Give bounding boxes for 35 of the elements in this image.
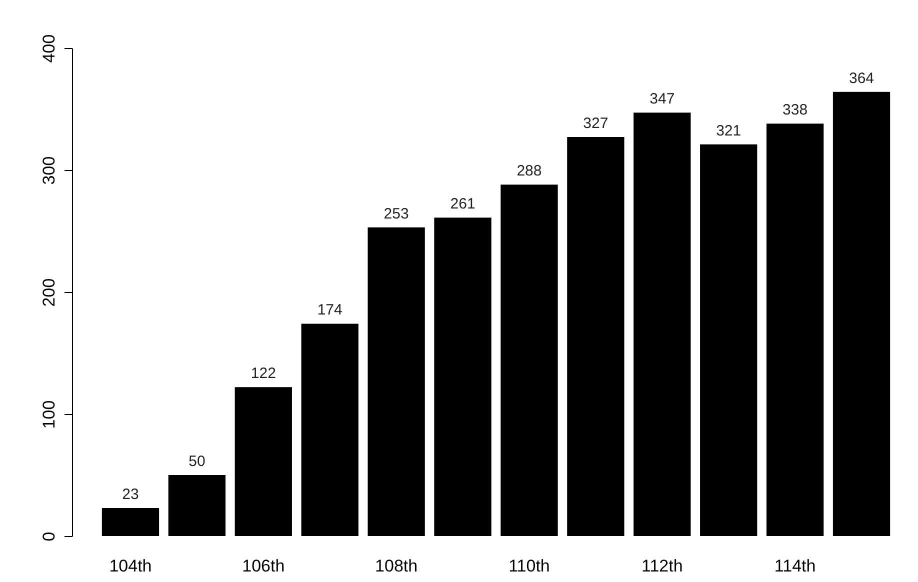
bar bbox=[634, 112, 691, 536]
y-tick-label: 300 bbox=[40, 156, 58, 185]
y-tick-label: 0 bbox=[40, 532, 58, 542]
bar bbox=[832, 92, 890, 536]
data-label: 122 bbox=[250, 365, 276, 382]
x-tick-label: 112th bbox=[642, 556, 683, 576]
bar bbox=[766, 124, 824, 536]
x-tick-label: 114th bbox=[774, 556, 816, 576]
x-tick-label: 106th bbox=[242, 556, 285, 576]
data-label: 261 bbox=[450, 196, 476, 213]
data-label: 23 bbox=[122, 486, 139, 503]
y-tick-label: 400 bbox=[40, 34, 58, 63]
data-label: 338 bbox=[782, 102, 808, 119]
bar bbox=[234, 387, 292, 536]
bar bbox=[500, 184, 558, 536]
y-tick-label: 100 bbox=[40, 400, 58, 429]
data-label: 327 bbox=[583, 115, 608, 132]
data-label: 174 bbox=[317, 302, 342, 319]
data-label: 321 bbox=[716, 122, 742, 140]
bar bbox=[102, 508, 160, 536]
bar bbox=[301, 324, 358, 536]
data-label: 50 bbox=[188, 453, 206, 470]
bar bbox=[434, 218, 492, 536]
bar bbox=[567, 137, 624, 536]
data-label: 364 bbox=[849, 70, 874, 87]
bar bbox=[368, 227, 425, 536]
data-label: 253 bbox=[384, 205, 409, 222]
bar bbox=[700, 144, 758, 536]
y-tick-label: 200 bbox=[40, 278, 58, 307]
data-label: 347 bbox=[650, 90, 675, 108]
x-tick-label: 104th bbox=[109, 556, 152, 576]
x-tick-label: 110th bbox=[508, 556, 550, 576]
data-label: 288 bbox=[516, 162, 542, 180]
bar bbox=[168, 475, 226, 536]
x-tick-label: 108th bbox=[375, 556, 418, 576]
